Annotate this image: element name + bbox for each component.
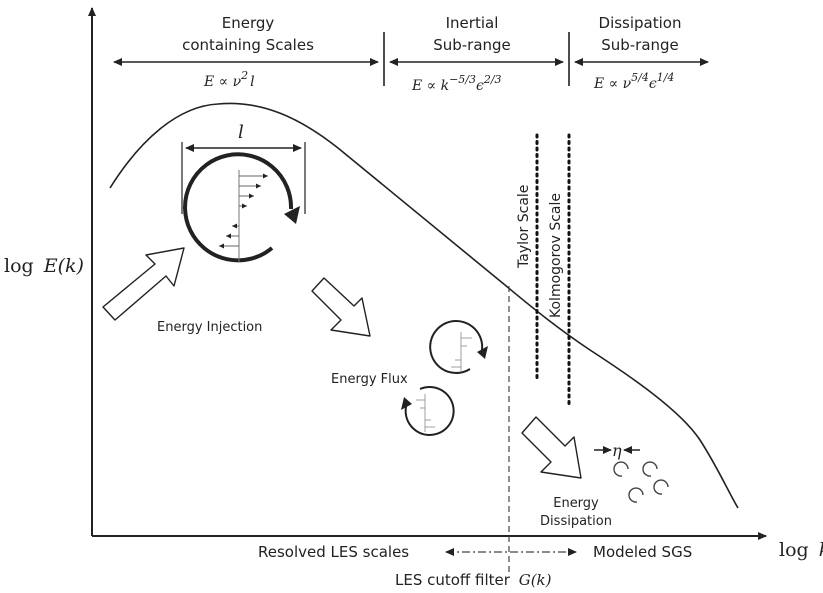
small-eddy-1 (613, 461, 629, 477)
medium-eddy-1 (429, 320, 488, 374)
energy-dissipation-label-line2: Dissipation (540, 514, 612, 529)
dissipation-range-title-line1: Dissipation (599, 14, 682, 32)
taylor-scale-label: Taylor Scale (516, 185, 532, 269)
energy-range-formula: E ∝ ν2 l (203, 69, 255, 90)
energy-injection: Energy Injection (102, 247, 262, 335)
small-eddies (613, 461, 669, 503)
small-eddy-3 (653, 479, 669, 495)
dissipation-range: Dissipation Sub-range E ∝ ν5/4ϵ1/4 (568, 14, 709, 92)
energy-range-title-line1: Energy (222, 14, 275, 32)
kolmogorov-scale-label: Kolmogorov Scale (548, 193, 564, 318)
resolved-les-label: Resolved LES scales (258, 543, 409, 561)
dissipation-range-formula: E ∝ ν5/4ϵ1/4 (593, 71, 674, 92)
energy-containing-range: Energy containing Scales E ∝ ν2 l (113, 14, 379, 90)
energy-flux: Energy Flux (311, 277, 488, 436)
energy-dissipation-arrow (521, 416, 582, 479)
inertial-range: Inertial Sub-range E ∝ k−5/3ϵ2/3 (383, 14, 564, 94)
y-axis-label: log E(k) (4, 255, 84, 277)
inertial-range-formula: E ∝ k−5/3ϵ2/3 (411, 73, 502, 94)
scale-markers: Taylor Scale Kolmogorov Scale (516, 133, 571, 408)
eta-symbol: η (612, 441, 622, 460)
eta-scale: η (594, 441, 640, 460)
energy-injection-arrow (102, 247, 185, 321)
energy-flux-label: Energy Flux (331, 372, 408, 387)
large-eddy-rotation (183, 152, 294, 263)
small-eddy-4 (628, 487, 644, 503)
inertial-range-title-line2: Sub-range (433, 36, 511, 54)
dissipation-range-title-line2: Sub-range (601, 36, 679, 54)
length-scale-symbol: l (238, 122, 244, 143)
large-eddy-velocity-profile (219, 173, 268, 249)
modeled-sgs-label: Modeled SGS (593, 543, 692, 561)
x-axis-label: log k (779, 539, 823, 561)
energy-dissipation-label-line1: Energy (553, 496, 599, 511)
large-eddy: l (181, 122, 306, 263)
les-cutoff-label: LES cutoff filter G(k) (395, 571, 552, 589)
energy-flux-arrow (311, 277, 371, 337)
energy-range-title-line2: containing Scales (182, 36, 314, 54)
energy-spectrum-curve (109, 102, 739, 509)
small-eddy-2 (642, 461, 658, 477)
axes (88, 7, 767, 540)
medium-eddy-2 (401, 386, 455, 436)
energy-injection-label: Energy Injection (157, 320, 262, 335)
inertial-range-title-line1: Inertial (446, 14, 499, 32)
large-eddy-arrowhead (284, 206, 300, 224)
energy-dissipation: Energy Dissipation (521, 416, 612, 529)
